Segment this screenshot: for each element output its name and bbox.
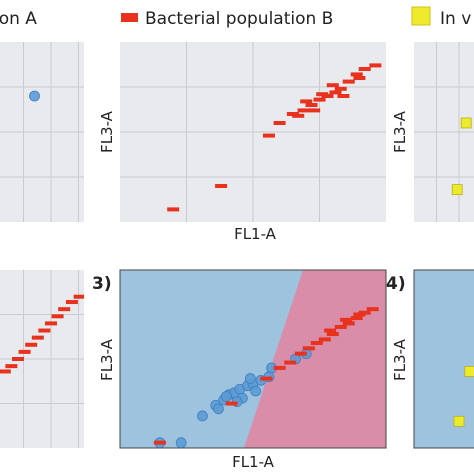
data-point — [29, 90, 40, 102]
panel-top-middle: FL3-A FL1-A — [98, 42, 386, 243]
data-point — [337, 94, 350, 98]
data-point — [451, 184, 463, 196]
y-axis-label: FL3-A — [98, 338, 116, 381]
data-point — [175, 437, 187, 449]
data-point — [350, 72, 363, 77]
data-point — [353, 312, 366, 317]
data-point — [5, 364, 18, 369]
data-point — [244, 373, 256, 384]
panel-top-right: FL3-A — [391, 42, 474, 222]
data-point — [18, 349, 31, 354]
data-point — [31, 335, 44, 340]
class-b-region — [244, 270, 386, 448]
data-point — [464, 366, 474, 377]
scatter-layer — [414, 42, 474, 222]
scatter-layer — [153, 307, 379, 449]
data-point — [318, 337, 331, 342]
data-point — [0, 369, 11, 374]
data-point — [340, 317, 353, 322]
data-point — [262, 133, 275, 138]
data-point — [284, 360, 297, 365]
data-point — [313, 97, 326, 102]
data-point — [300, 99, 313, 104]
data-point — [334, 324, 347, 329]
plot-area — [414, 270, 474, 448]
data-point — [326, 83, 339, 88]
legend: ion A Bacterial population B In v — [0, 6, 471, 29]
data-point — [250, 385, 262, 397]
data-point — [369, 63, 382, 68]
data-point — [358, 67, 371, 71]
data-point — [342, 79, 355, 84]
legend-label-population-b: Bacterial population B — [145, 9, 333, 29]
data-point — [65, 300, 78, 305]
data-point — [58, 307, 71, 312]
data-point — [353, 76, 366, 80]
scatter-layer — [0, 270, 84, 448]
data-point — [342, 321, 355, 326]
x-axis-label: FL1-A — [232, 453, 275, 471]
panel-bottom-right: 4) FL3-A — [386, 269, 474, 449]
data-point — [25, 342, 38, 347]
data-point — [292, 113, 305, 118]
data-point — [310, 340, 323, 345]
y-axis-label: FL3-A — [98, 110, 116, 153]
plot-frame — [413, 269, 474, 449]
data-point — [38, 328, 51, 333]
data-point — [73, 294, 84, 299]
scatter-layer — [0, 42, 84, 222]
data-point — [324, 328, 337, 333]
scatter-layer — [453, 366, 474, 427]
data-point — [305, 103, 318, 107]
panel-bottom-middle: 3) FL3-A FL1-A — [92, 269, 387, 471]
y-axis-label: FL3-A — [391, 110, 409, 153]
data-point — [51, 314, 64, 319]
data-point — [366, 307, 379, 312]
panel-number: 3) — [92, 274, 112, 294]
data-point — [260, 376, 273, 381]
legend-marker-population-b — [121, 13, 138, 22]
legend-label-population-a: ion A — [0, 9, 37, 29]
panel-top-left — [0, 42, 84, 222]
data-point — [273, 365, 286, 370]
data-point — [215, 184, 228, 188]
scatter-layer — [120, 42, 386, 222]
data-point — [326, 332, 339, 337]
data-point — [334, 86, 347, 91]
data-point — [294, 351, 307, 356]
data-point — [12, 357, 24, 361]
data-point — [197, 410, 208, 422]
data-point — [273, 121, 286, 125]
data-point — [350, 316, 363, 321]
data-point — [45, 321, 57, 326]
data-point — [167, 207, 180, 212]
panel-bottom-left — [0, 270, 84, 448]
plot-frame — [119, 269, 387, 449]
data-point — [453, 415, 465, 427]
legend-label-population-c: In v — [440, 9, 471, 29]
data-point — [460, 117, 472, 129]
data-point — [302, 346, 315, 351]
data-point — [297, 108, 310, 113]
legend-marker-population-c — [411, 6, 431, 26]
panel-number: 4) — [386, 274, 406, 294]
x-axis-label: FL1-A — [234, 225, 277, 243]
y-axis-label: FL3-A — [391, 338, 409, 381]
data-point — [308, 108, 321, 113]
data-point — [225, 401, 238, 406]
data-point — [316, 92, 329, 97]
data-point — [220, 390, 232, 402]
data-point — [153, 440, 166, 445]
data-point — [329, 90, 342, 95]
data-point — [213, 403, 224, 415]
